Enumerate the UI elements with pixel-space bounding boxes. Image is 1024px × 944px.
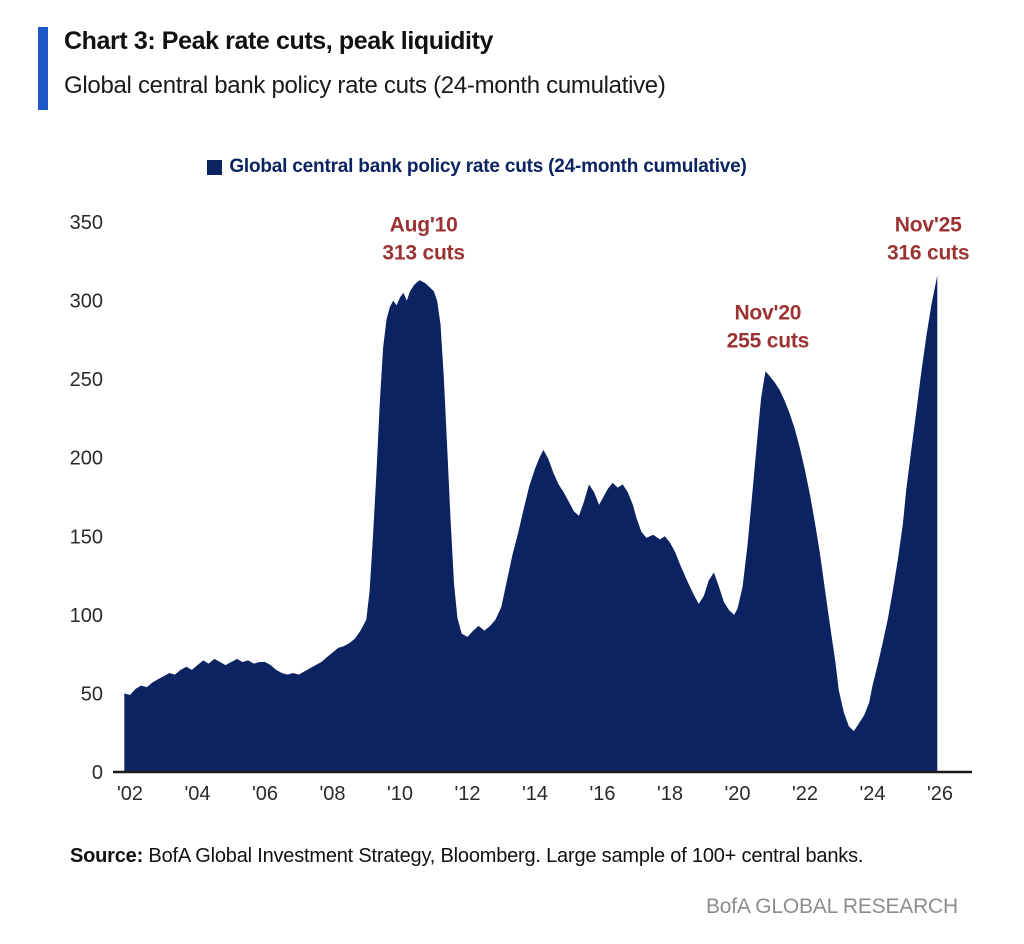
peak-annotation: Nov'20 255 cuts (727, 302, 809, 353)
x-tick-label: '12 (454, 783, 480, 805)
x-tick-label: '26 (927, 783, 953, 805)
x-tick-label: '16 (589, 783, 615, 805)
legend-swatch-icon (207, 159, 223, 175)
x-tick-label: '24 (859, 783, 885, 805)
area-chart: 0 50 100 150 200 250 300 350 '02 '04 '06 '08 '10 '12 '… (70, 212, 972, 805)
x-tick-label: '14 (522, 783, 548, 805)
x-tick-label: '02 (117, 783, 143, 805)
y-tick-label: 50 (81, 683, 103, 705)
x-tick-label: '10 (387, 783, 413, 805)
x-tick-label: '08 (319, 783, 345, 805)
y-tick-label: 0 (92, 762, 103, 784)
y-tick-label: 300 (70, 291, 103, 313)
chart-subtitle: Global central bank policy rate cuts (24… (64, 72, 666, 99)
area-series (124, 275, 938, 772)
x-tick-label: '04 (184, 783, 210, 805)
y-tick-label: 100 (70, 605, 103, 627)
x-tick-label: '06 (252, 783, 278, 805)
y-tick-label: 250 (70, 369, 103, 391)
x-tick-label: '18 (657, 783, 683, 805)
legend: Global central bank policy rate cuts (24… (0, 156, 1024, 178)
x-tick-label: '22 (792, 783, 818, 805)
brand-line: BofA GLOBAL RESEARCH (706, 895, 958, 918)
y-tick-label: 150 (70, 526, 103, 548)
chart-title: Chart 3: Peak rate cuts, peak liquidity (64, 27, 493, 55)
peak-annotation: Aug'10 313 cuts (382, 214, 464, 265)
source-text: BofA Global Investment Strategy, Bloombe… (143, 845, 864, 867)
source-label: Source: (70, 845, 144, 867)
legend-label: Global central bank policy rate cuts (24… (229, 156, 747, 177)
title-accent-bar (38, 27, 48, 110)
y-tick-label: 350 (70, 212, 103, 234)
chart-area: 0 50 100 150 200 250 300 350 '02 '04 '06 '08 '10 '12 '… (0, 185, 1024, 835)
source-line: Source: BofA Global Investment Strategy,… (70, 845, 863, 868)
y-tick-label: 200 (70, 448, 103, 470)
x-tick-label: '20 (724, 783, 750, 805)
peak-annotation: Nov'25 316 cuts (887, 214, 969, 265)
